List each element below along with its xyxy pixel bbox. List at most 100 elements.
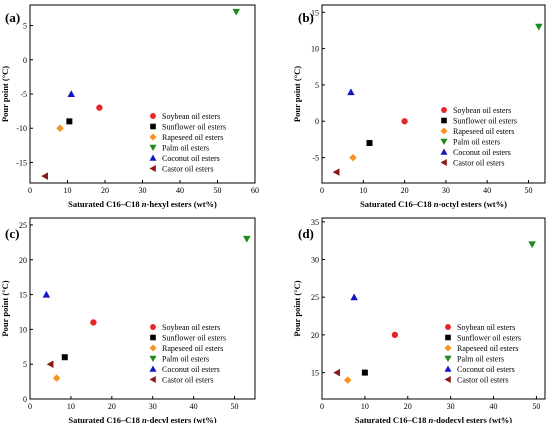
data-point	[366, 140, 373, 147]
legend-label: Castor oil esters	[453, 159, 505, 168]
y-tick-label: 20	[19, 256, 27, 265]
legend: Soybean oil esters Sunflower oil estersRa…	[149, 323, 226, 385]
legend-label: Rapeseed oil esters	[162, 344, 223, 353]
legend-marker	[149, 144, 157, 151]
plot-frame	[29, 217, 256, 400]
y-tick-label: 15	[311, 369, 319, 378]
x-tick-label: 50	[231, 402, 239, 411]
legend-label: Castor oil esters	[162, 376, 214, 385]
legend-marker	[441, 117, 447, 124]
data-point	[41, 172, 48, 180]
data-point	[56, 124, 64, 132]
data-point	[347, 88, 355, 96]
panel-label: (c)	[5, 226, 19, 241]
legend-label: Sunflower oil esters	[457, 334, 521, 343]
y-axis-label: Pour point (°C)	[0, 66, 10, 122]
data-point	[391, 331, 399, 339]
legend-marker	[444, 355, 452, 362]
legend-marker	[149, 154, 157, 161]
y-tick-label: 20	[311, 331, 319, 340]
legend-marker	[440, 159, 447, 166]
y-tick-label: 15	[311, 8, 319, 17]
data-point	[349, 153, 357, 162]
legend-marker	[149, 376, 156, 383]
y-tick-label: 5	[23, 22, 27, 31]
panel-3: 0 10 20 30 40 50 0 5 10 15 20 25(c) Saturated C16–C1…	[0, 217, 256, 423]
data-point	[52, 374, 61, 382]
panel-label: (a)	[5, 10, 20, 25]
data-point	[67, 90, 75, 97]
panel-label: (d)	[298, 226, 314, 241]
x-tick-label: 0	[320, 186, 324, 195]
legend-label: Castor oil esters	[457, 376, 509, 385]
legend-marker	[149, 365, 157, 372]
legend-label: Castor oil esters	[162, 165, 214, 174]
x-tick-label: 0	[28, 402, 32, 411]
plot-frame	[321, 4, 546, 184]
data-point	[46, 360, 54, 368]
y-tick-label: -15	[16, 158, 27, 167]
legend-label: Sunflower oil esters	[162, 123, 226, 132]
data-point	[96, 104, 103, 111]
x-tick-label: 20	[401, 186, 409, 195]
x-tick-label: 30	[442, 186, 450, 195]
panel-label: (b)	[298, 10, 314, 25]
x-tick-label: 0	[28, 186, 32, 195]
legend-label: Rapeseed oil esters	[457, 344, 518, 353]
legend-marker	[444, 365, 452, 372]
x-tick-label: 10	[361, 402, 369, 411]
legend-marker	[441, 107, 447, 113]
x-tick-label: 10	[64, 186, 72, 195]
x-tick-label: 30	[447, 402, 455, 411]
data-point	[343, 376, 352, 384]
legend-label: Soybean oil esters	[453, 106, 511, 115]
legend-marker	[149, 344, 157, 352]
x-tick-label: 20	[101, 186, 109, 195]
legend-label: Rapeseed oil esters	[162, 133, 223, 142]
legend-label: Soybean oil esters	[162, 112, 220, 121]
data-point	[42, 290, 51, 298]
legend-label: Soybean oil esters	[457, 323, 515, 332]
legend-marker	[149, 133, 157, 141]
x-tick-label: 10	[67, 402, 75, 411]
legend-label: Palm oil esters	[162, 355, 209, 364]
legend-label: Coconut oil esters	[453, 148, 511, 157]
legend-marker	[150, 324, 156, 330]
data-point	[232, 8, 240, 16]
x-tick-label: 20	[108, 402, 116, 411]
data-point	[90, 319, 97, 326]
legend-label: Sunflower oil esters	[453, 117, 517, 126]
x-tick-label: 40	[176, 186, 184, 195]
x-axis-label: Saturated C16–C18 n-octyl esters (wt%)	[360, 199, 507, 209]
legend-label: Palm oil esters	[453, 138, 500, 147]
legend-label: Coconut oil esters	[162, 365, 220, 374]
data-point	[61, 354, 68, 361]
y-tick-label: 30	[311, 255, 319, 264]
x-tick-label: 30	[149, 402, 157, 411]
legend-marker	[444, 376, 451, 383]
y-tick-label: 0	[315, 117, 319, 126]
x-tick-label: 50	[532, 402, 540, 411]
x-tick-label: 50	[524, 186, 532, 195]
x-axis-label: Saturated C16–C18 n-dodecyl esters (wt%)	[355, 415, 512, 423]
y-tick-label: -5	[20, 90, 27, 99]
y-axis-label: Pour point (°C)	[292, 280, 302, 336]
y-axis-label: Pour point (°C)	[0, 280, 10, 336]
x-tick-label: 60	[251, 186, 259, 195]
data-point	[535, 23, 543, 31]
legend: Soybean oil esters Sunflower oil estersRa…	[149, 112, 226, 174]
y-tick-label: 10	[311, 45, 319, 54]
data-point	[528, 241, 536, 249]
legend-marker	[445, 334, 451, 341]
plot-frame	[321, 217, 546, 400]
data-point	[401, 118, 408, 125]
legend-marker	[440, 138, 448, 145]
x-tick-label: 40	[490, 402, 498, 411]
y-tick-label: 5	[23, 360, 27, 369]
y-axis-label: Pour point (°C)	[292, 66, 302, 122]
legend-marker	[444, 344, 452, 352]
legend-marker	[440, 148, 448, 155]
data-point	[66, 118, 73, 125]
y-tick-label: 10	[19, 325, 27, 334]
